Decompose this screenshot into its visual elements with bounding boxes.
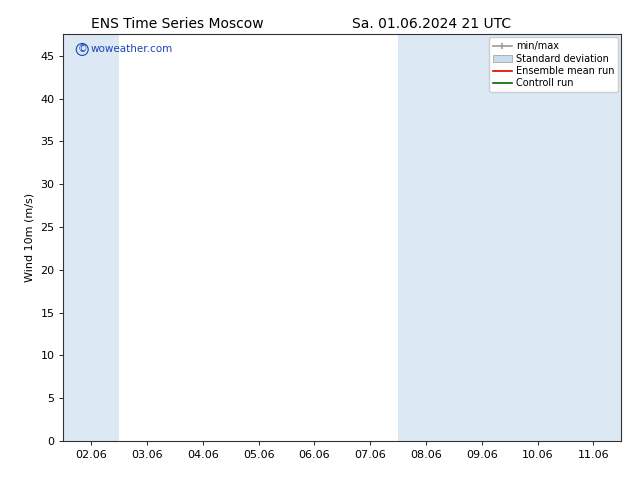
Bar (63, 34, 119, 441)
Text: ©: © (77, 45, 87, 54)
Legend: min/max, Standard deviation, Ensemble mean run, Controll run: min/max, Standard deviation, Ensemble me… (489, 37, 618, 92)
Y-axis label: Wind 10m (m/s): Wind 10m (m/s) (25, 193, 35, 282)
Text: Sa. 01.06.2024 21 UTC: Sa. 01.06.2024 21 UTC (352, 17, 510, 31)
Text: woweather.com: woweather.com (90, 45, 172, 54)
Bar (510, 34, 621, 441)
Bar (398, 34, 510, 441)
Text: ENS Time Series Moscow: ENS Time Series Moscow (91, 17, 264, 31)
